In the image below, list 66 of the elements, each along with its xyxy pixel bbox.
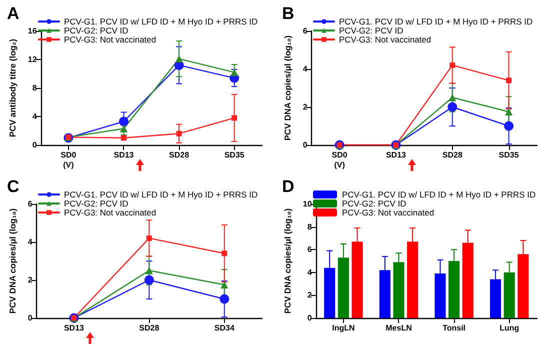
y-tick-label: 2 bbox=[28, 276, 33, 284]
x-tick-label: Lung bbox=[500, 324, 520, 332]
point bbox=[220, 294, 230, 304]
y-axis-title: PCV antibody titre (log₂) bbox=[8, 38, 18, 138]
y-tick-label: 0 bbox=[307, 314, 312, 322]
chart-title: D bbox=[282, 177, 294, 196]
y-tick-label: 10 bbox=[302, 200, 312, 208]
legend-label: PCV-G3: Not vaccinated bbox=[339, 34, 432, 44]
legend-label: PCV-G2: PCV ID bbox=[342, 198, 406, 208]
legend-label: PCV-G2: PCV ID bbox=[339, 26, 404, 36]
legend-label: PCV-G3: Not vaccinated bbox=[342, 208, 434, 218]
y-tick-label: 2 bbox=[302, 102, 308, 112]
x-tick-label: Tonsil bbox=[442, 324, 466, 332]
point bbox=[504, 121, 514, 131]
legend-label: PCV-G1. PCV ID w/ LFD ID + M Hyo ID + PRRS ID bbox=[64, 190, 258, 200]
x-tick-label: SD35 bbox=[224, 150, 245, 160]
x-tick-label: MesLN bbox=[386, 324, 412, 332]
point bbox=[146, 235, 152, 241]
x-tick-label: SD0 (V) bbox=[60, 150, 77, 170]
point bbox=[448, 94, 456, 102]
y-tick-label: 6 bbox=[302, 26, 308, 36]
y-tick-label: 16 bbox=[28, 26, 38, 36]
point bbox=[176, 130, 182, 136]
point bbox=[506, 78, 512, 84]
legend-label: PCV-G2: PCV ID bbox=[64, 198, 128, 208]
y-tick-label: 4 bbox=[302, 64, 308, 74]
x-tick-label: SD0 (V) bbox=[332, 150, 348, 170]
point bbox=[119, 116, 128, 126]
y-axis-title: PCV DNA copies/μl (log₁₀) bbox=[282, 208, 292, 314]
y-tick-label: 4 bbox=[32, 112, 38, 121]
point bbox=[232, 115, 238, 121]
x-tick-label: SD34 bbox=[214, 324, 235, 332]
y-tick-label: 0 bbox=[302, 140, 308, 150]
y-tick-label: 8 bbox=[307, 222, 312, 232]
point bbox=[175, 55, 183, 63]
y-tick-label: 8 bbox=[32, 84, 38, 92]
legend-label: PCV-G1. PCV ID w/ LFD ID + M Hyo ID + PRRS ID bbox=[342, 190, 536, 200]
chart-title: C bbox=[7, 177, 20, 196]
y-tick-label: 0 bbox=[28, 314, 33, 322]
x-tick-label: SD28 bbox=[442, 150, 463, 160]
y-axis-title: PCV DNA copies/μl (log₁₀) bbox=[8, 208, 18, 314]
x-tick-label: SD13 bbox=[64, 324, 85, 332]
y-tick-label: 4 bbox=[307, 268, 312, 277]
x-tick-label: SD28 bbox=[169, 150, 190, 160]
y-tick-label: 2 bbox=[307, 290, 312, 300]
x-tick-label: IngLN bbox=[332, 324, 355, 332]
y-tick-label: 4 bbox=[28, 238, 33, 246]
x-tick-label: SD28 bbox=[139, 324, 160, 332]
legend-label: PCV-G3: Not vaccinated bbox=[64, 208, 156, 218]
y-tick-label: 12 bbox=[28, 55, 38, 64]
legend-label: PCV-G3: Not vaccinated bbox=[64, 34, 156, 44]
point bbox=[145, 266, 153, 274]
chart-title: A bbox=[7, 4, 20, 23]
legend-label: PCV-G1. PCV ID w/ LFD ID + M Hyo ID + PRRS ID bbox=[64, 16, 258, 26]
point bbox=[222, 250, 228, 256]
x-tick-label: SD35 bbox=[498, 150, 520, 160]
y-tick-label: 6 bbox=[28, 200, 33, 208]
y-axis-title: PCV DNA copies/μl (log₁₀) bbox=[282, 35, 292, 141]
x-tick-label: SD13 bbox=[386, 150, 407, 160]
point bbox=[450, 62, 456, 68]
chart-title: B bbox=[282, 4, 294, 23]
legend-label: PCV-G2: PCV ID bbox=[64, 26, 128, 36]
y-tick-label: 0 bbox=[32, 140, 38, 150]
legend-label: PCV-G1. PCV ID w/ LFD ID + M Hyo ID + PRRS ID bbox=[339, 16, 533, 26]
y-tick-label: 6 bbox=[307, 245, 312, 254]
x-tick-label: SD13 bbox=[114, 150, 134, 160]
